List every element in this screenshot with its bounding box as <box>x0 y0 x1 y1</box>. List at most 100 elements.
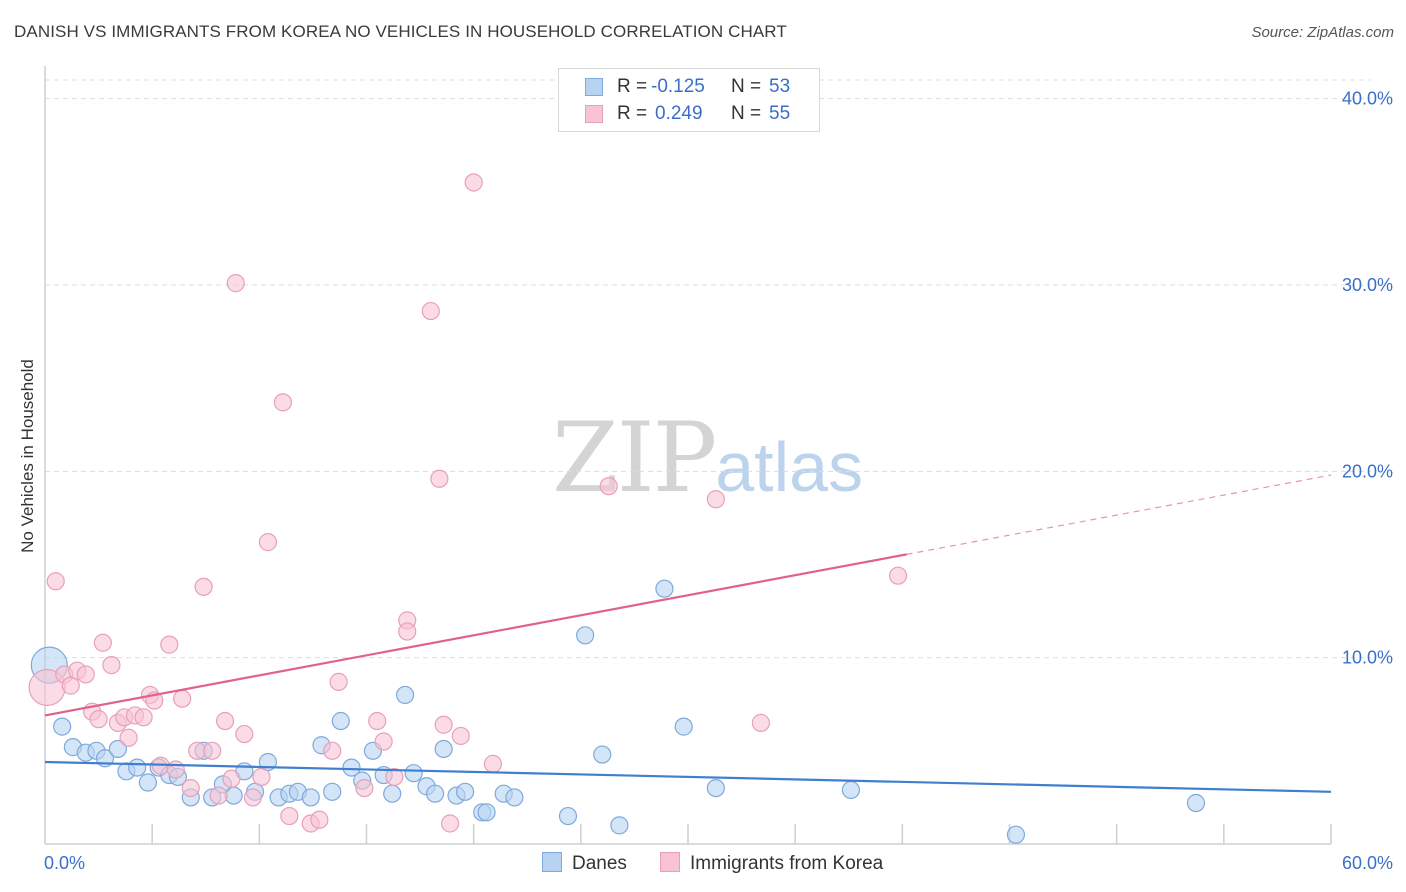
watermark: ZIPatlas <box>552 402 863 514</box>
point-korea <box>323 741 342 760</box>
point-korea <box>751 713 770 732</box>
trend-line-korea <box>44 553 907 717</box>
source-label: Source: ZipAtlas.com <box>1251 24 1394 41</box>
y-tick-label: 30.0% <box>1342 275 1393 295</box>
point-danes <box>323 782 342 801</box>
point-korea <box>258 533 278 552</box>
trend-line-danes <box>44 760 1332 793</box>
legend-swatch-danes <box>585 78 603 96</box>
legend-r-label: R = <box>617 76 648 97</box>
point-danes <box>655 579 674 598</box>
point-danes <box>425 784 445 803</box>
bottom-legend-danes[interactable]: Danes <box>542 852 627 875</box>
point-korea <box>243 788 263 807</box>
point-korea <box>194 577 213 596</box>
point-danes <box>558 806 578 826</box>
point-korea <box>440 814 460 833</box>
point-danes <box>455 782 475 801</box>
point-danes <box>342 758 361 777</box>
point-korea <box>430 469 449 488</box>
point-korea <box>160 635 179 654</box>
point-korea <box>355 778 374 798</box>
bottom-legend-korea[interactable]: Immigrants from Korea <box>660 852 883 875</box>
point-korea <box>385 767 404 787</box>
point-korea <box>181 778 200 798</box>
legend-swatch-korea <box>585 105 603 123</box>
point-korea <box>252 767 271 787</box>
watermark-zip: ZIP <box>552 402 717 514</box>
point-danes <box>576 626 595 645</box>
point-danes <box>128 758 147 777</box>
point-korea <box>222 769 241 788</box>
point-danes <box>841 780 860 800</box>
point-korea <box>76 665 95 684</box>
point-danes <box>108 739 127 759</box>
point-korea <box>46 572 65 591</box>
y-tick-label: 20.0% <box>1342 461 1393 481</box>
chart-title: DANISH VS IMMIGRANTS FROM KOREA NO VEHIC… <box>14 22 787 41</box>
point-korea <box>310 810 329 829</box>
legend-r-value: 0.249 <box>655 103 703 124</box>
point-korea <box>374 732 393 751</box>
point-danes <box>434 739 453 759</box>
point-danes <box>505 788 524 807</box>
point-korea <box>421 301 440 321</box>
point-korea <box>102 656 121 675</box>
x-tick-label-left: 0.0% <box>44 853 85 873</box>
point-danes <box>674 717 693 736</box>
legend-r-label: R = <box>617 103 648 124</box>
point-korea <box>329 672 348 691</box>
point-korea <box>226 274 245 293</box>
point-korea <box>888 566 908 585</box>
point-korea <box>166 760 185 779</box>
point-korea <box>235 724 254 744</box>
point-danes <box>706 778 725 798</box>
point-korea <box>451 726 470 746</box>
point-korea <box>273 393 293 412</box>
point-danes <box>53 717 72 736</box>
y-tick-label: 40.0% <box>1342 89 1393 109</box>
legend-r-value: -0.125 <box>651 76 705 97</box>
point-korea <box>434 715 453 734</box>
legend-n-label: N = <box>731 76 762 97</box>
bottom-legend-label-danes: Danes <box>572 853 627 874</box>
point-korea <box>93 633 112 652</box>
point-danes <box>404 764 423 783</box>
point-danes <box>383 784 402 803</box>
bottom-legend-swatch-danes <box>542 852 562 872</box>
point-korea <box>209 786 228 805</box>
correlation-legend: R = -0.125 N = 53 R = 0.249 N = 55 <box>558 68 820 132</box>
point-korea <box>203 741 222 760</box>
watermark-atlas: atlas <box>715 428 864 506</box>
trend-line-extension-korea <box>906 474 1332 555</box>
point-korea <box>464 173 483 192</box>
point-korea <box>398 622 417 641</box>
point-korea <box>89 710 108 729</box>
bottom-legend-swatch-korea <box>660 852 680 872</box>
point-danes <box>395 685 415 705</box>
point-danes <box>331 711 350 731</box>
point-korea <box>280 806 299 826</box>
point-korea <box>368 711 387 731</box>
point-danes <box>477 803 496 822</box>
y-tick-label: 10.0% <box>1342 648 1393 668</box>
point-danes <box>301 788 320 807</box>
point-korea <box>706 490 725 509</box>
point-korea <box>134 708 153 727</box>
point-danes <box>138 773 157 792</box>
point-danes <box>593 745 612 764</box>
y-axis-label: No Vehicles in Household <box>18 359 37 553</box>
legend-n-value: 55 <box>769 103 791 124</box>
point-danes <box>610 816 629 835</box>
point-korea <box>119 728 138 747</box>
legend-n-value: 53 <box>769 76 791 97</box>
legend-n-label: N = <box>731 103 762 124</box>
bottom-legend-label-korea: Immigrants from Korea <box>690 853 884 874</box>
point-danes <box>1006 825 1026 844</box>
point-korea <box>599 477 618 496</box>
point-korea <box>173 689 192 708</box>
point-korea <box>483 754 503 773</box>
point-korea <box>215 711 235 731</box>
x-tick-label-right: 60.0% <box>1342 853 1393 873</box>
